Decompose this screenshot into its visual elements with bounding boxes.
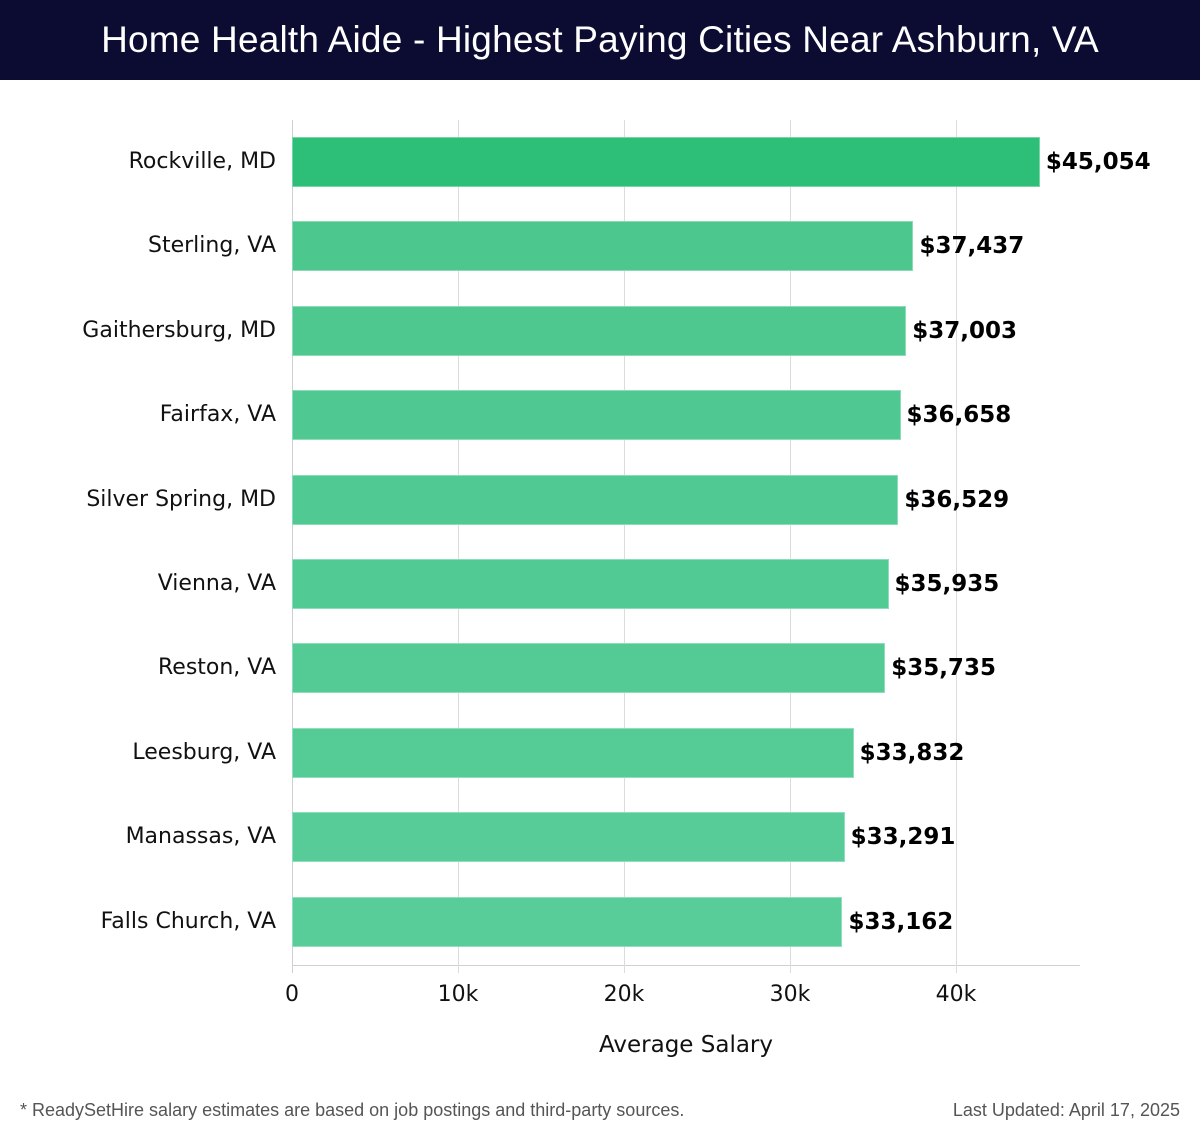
bar: [292, 896, 843, 947]
category-label: Leesburg, VA: [132, 739, 276, 765]
footer-disclaimer: * ReadySetHire salary estimates are base…: [20, 1100, 685, 1120]
bar: [292, 221, 914, 272]
bar: [292, 390, 901, 441]
category-label: Rockville, MD: [128, 149, 276, 174]
grid-line: [458, 120, 459, 973]
chart-title: Home Health Aide - Highest Paying Cities…: [101, 19, 1099, 60]
category-label: Sterling, VA: [148, 233, 276, 259]
category-label: Reston, VA: [157, 655, 276, 681]
chart-header: Home Health Aide - Highest Paying Cities…: [0, 0, 1200, 80]
bar-value-label: $33,832: [859, 739, 965, 766]
bar-value-label: $37,003: [912, 317, 1017, 344]
bar: [292, 474, 899, 525]
category-label: Silver Spring, MD: [86, 486, 276, 512]
footer-last-updated: Last Updated: April 17, 2025: [952, 1100, 1180, 1120]
bar-value-label: $35,935: [894, 571, 1000, 597]
x-axis-label: Average Salary: [598, 1032, 774, 1058]
bar-value-label: $37,437: [919, 233, 1025, 260]
bar-value-label: $45,054: [1045, 149, 1151, 175]
bar: [292, 643, 886, 694]
bar-value-label: $36,529: [904, 486, 1010, 513]
category-label: Falls Church, VA: [100, 908, 276, 934]
x-tick-label: 10k: [437, 982, 479, 1007]
bar-value-label: $33,162: [848, 908, 954, 935]
x-tick-label: 0: [285, 982, 299, 1007]
bar: [292, 305, 907, 356]
grid-line: [624, 120, 625, 973]
bar: [292, 812, 845, 863]
x-axis-line: [292, 965, 1080, 966]
x-tick-label: 40k: [935, 982, 977, 1007]
x-tick-label: 30k: [769, 982, 811, 1007]
category-label: Fairfax, VA: [159, 402, 276, 428]
category-label: Manassas, VA: [125, 824, 276, 850]
bar-value-label: $35,735: [891, 655, 996, 682]
bar-value-label: $33,291: [850, 824, 956, 851]
bar-value-label: $36,658: [906, 402, 1012, 429]
x-tick-label: 20k: [603, 982, 645, 1007]
y-axis-line: [292, 120, 293, 973]
plot-area: $45,054 $37,437 $37,003 $36,658 $36,529 $35,9…: [292, 120, 1151, 973]
grid-line: [956, 120, 957, 973]
bar: [292, 727, 854, 778]
category-label: Gaithersburg, MD: [82, 317, 276, 343]
bar: [292, 137, 1040, 187]
grid-line: [790, 120, 791, 973]
category-label: Vienna, VA: [157, 571, 276, 596]
bar: [292, 559, 889, 609]
